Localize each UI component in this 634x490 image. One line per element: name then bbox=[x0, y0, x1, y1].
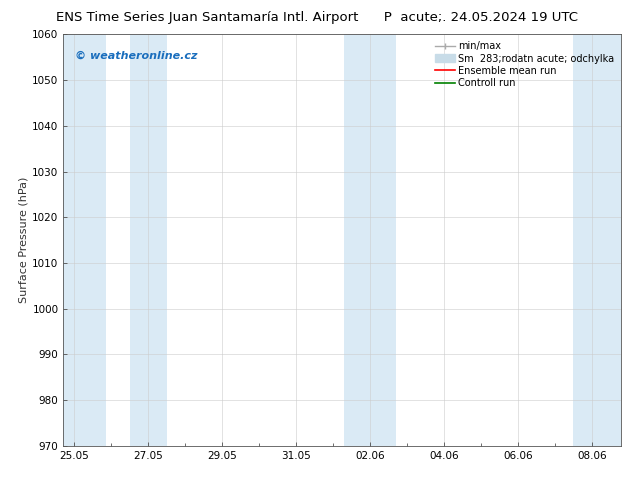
Bar bbox=[344, 34, 396, 446]
Bar bbox=[130, 34, 167, 446]
Legend: min/max, Sm  283;rodatn acute; odchylka, Ensemble mean run, Controll run: min/max, Sm 283;rodatn acute; odchylka, … bbox=[433, 39, 616, 90]
Bar bbox=[63, 34, 106, 446]
Y-axis label: Surface Pressure (hPa): Surface Pressure (hPa) bbox=[18, 177, 28, 303]
Text: © weatheronline.cz: © weatheronline.cz bbox=[75, 51, 197, 61]
Bar bbox=[573, 34, 621, 446]
Text: ENS Time Series Juan Santamaría Intl. Airport      P  acute;. 24.05.2024 19 UTC: ENS Time Series Juan Santamaría Intl. Ai… bbox=[56, 11, 578, 24]
